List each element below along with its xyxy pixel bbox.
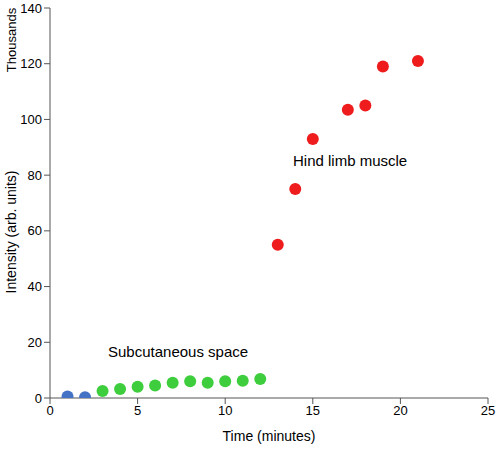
svg-text:20: 20 xyxy=(28,335,42,350)
svg-text:Time (minutes): Time (minutes) xyxy=(223,428,316,444)
svg-text:40: 40 xyxy=(28,279,42,294)
html-text:Thousands: Thousands xyxy=(3,7,19,73)
html-text:Intensity (arb. units): Intensity (arb. units) xyxy=(3,170,19,294)
svg-text:25: 25 xyxy=(481,403,492,418)
svg-text:15: 15 xyxy=(306,403,320,418)
svg-text:60: 60 xyxy=(28,223,42,238)
svg-text:100: 100 xyxy=(20,112,42,127)
svg-text:10: 10 xyxy=(218,403,232,418)
html-text:Subcutaneous space: Subcutaneous space xyxy=(108,343,249,360)
svg-text:140: 140 xyxy=(20,1,42,16)
svg-text:80: 80 xyxy=(28,168,42,183)
svg-text:5: 5 xyxy=(134,403,141,418)
svg-text:120: 120 xyxy=(20,56,42,71)
svg-text:0: 0 xyxy=(35,391,42,406)
html-text:Hind limb muscle: Hind limb muscle xyxy=(293,152,408,169)
svg-text:20: 20 xyxy=(393,403,407,418)
svg-text:0: 0 xyxy=(46,403,53,418)
